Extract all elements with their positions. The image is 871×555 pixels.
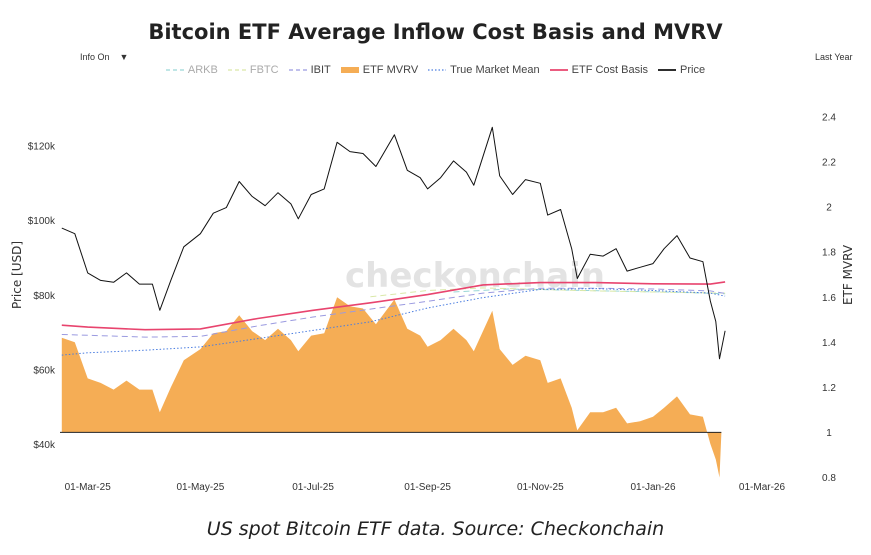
x-tick-label: 01-Sep-25 — [404, 482, 451, 493]
y-left-tick-label: $40k — [33, 440, 56, 451]
legend-swatch — [658, 69, 677, 71]
range-selector[interactable]: Last Year — [815, 52, 853, 62]
legend-label: ETF Cost Basis — [571, 64, 649, 76]
chevron-down-icon: ▼ — [119, 52, 129, 62]
info-toggle-label: Info On — [80, 52, 110, 62]
x-tick-label: 01-Mar-26 — [739, 482, 786, 493]
legend-swatch — [227, 69, 246, 71]
y-right-tick-label: 1.6 — [822, 293, 836, 304]
legend-label: Price — [680, 64, 706, 76]
legend-swatch — [428, 69, 447, 71]
series-etf-cost-basis-line — [61, 281, 726, 331]
y-right-tick-label: 1.2 — [822, 383, 836, 394]
legend-label: True Market Mean — [450, 64, 540, 76]
legend-item-ibit[interactable]: IBIT — [288, 64, 331, 76]
y-right-tick-label: 1.8 — [822, 248, 836, 259]
legend-swatch — [165, 69, 184, 71]
x-tick-label: 01-Jul-25 — [292, 482, 334, 493]
legend-item-true-market-mean[interactable]: True Market Mean — [428, 64, 540, 76]
legend-item-fbtc[interactable]: FBTC — [227, 64, 279, 76]
legend-label: ETF MVRV — [362, 64, 419, 76]
y-right-tick-label: 2 — [826, 203, 832, 214]
x-tick-label: 01-Nov-25 — [517, 482, 564, 493]
y-left-tick-label: $80k — [33, 291, 56, 302]
legend: ARKB FBTC IBIT ETF MVRV True Market Mean ETF … — [0, 64, 871, 76]
y-left-tick-label: $120k — [28, 142, 56, 153]
y-right-tick-label: 1 — [826, 428, 832, 439]
y-right-tick-label: 2.4 — [822, 113, 836, 124]
legend-item-arkb[interactable]: ARKB — [165, 64, 218, 76]
legend-item-etf-cost-basis[interactable]: ETF Cost Basis — [549, 64, 649, 76]
x-tick-label: 01-Jan-26 — [630, 482, 675, 493]
legend-swatch — [549, 69, 568, 71]
x-tick-label: 01-May-25 — [176, 482, 224, 493]
series-price-line — [61, 126, 726, 360]
figure-caption: US spot Bitcoin ETF data. Source: Checko… — [206, 518, 665, 540]
legend-item-etf-mvrv[interactable]: ETF MVRV — [340, 64, 419, 76]
x-tick-label: 01-Mar-25 — [65, 482, 112, 493]
series-ibit-line — [61, 287, 726, 338]
y-left-axis-label: Price [USD] — [10, 241, 24, 309]
legend-swatch — [340, 67, 359, 73]
y-right-axis-label: ETF MVRV — [841, 244, 855, 305]
info-toggle[interactable]: Info On ▼ — [80, 52, 128, 62]
legend-label: FBTC — [249, 64, 279, 76]
series-true-market-mean-line — [61, 288, 726, 356]
y-left-tick-label: $100k — [28, 216, 56, 227]
y-left-tick-label: $60k — [33, 366, 56, 377]
legend-item-price[interactable]: Price — [658, 64, 705, 76]
y-right-tick-label: 0.8 — [822, 473, 836, 484]
legend-label: ARKB — [187, 64, 218, 76]
y-right-tick-label: 1.4 — [822, 338, 836, 349]
series-etf-mvrv-area — [61, 297, 722, 478]
chart-title: Bitcoin ETF Average Inflow Cost Basis an… — [148, 20, 723, 44]
legend-swatch — [288, 69, 307, 71]
y-right-tick-label: 2.2 — [822, 158, 836, 169]
legend-label: IBIT — [310, 64, 331, 76]
